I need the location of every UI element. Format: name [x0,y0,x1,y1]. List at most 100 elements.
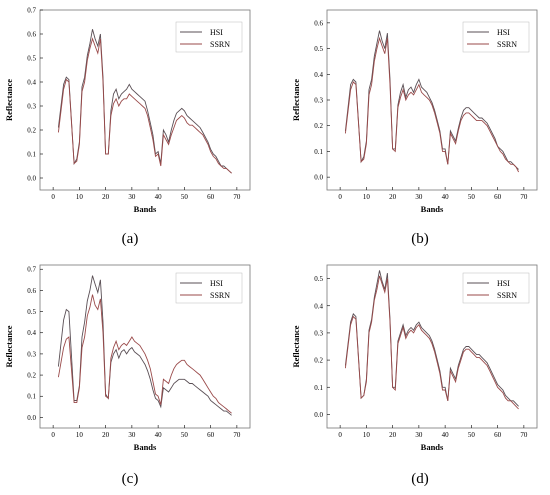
chart-panel-3: 0 10 20 30 40 50 60 70 0.0 0.1 0.2 0.3 0.4 0.5 0.6 0.7 B… [4,264,251,452]
x-tick-label: 0 [338,193,342,201]
x-tick-label: 40 [442,431,450,439]
legend-label: HSI [497,279,510,288]
y-tick-label: 0.5 [27,308,36,316]
y-tick-label: 0.2 [27,127,36,135]
plot-frame [326,264,538,429]
y-tick-label: 0.6 [314,19,323,27]
x-tick-label: 30 [415,193,423,201]
y-tick-label: 0.4 [314,71,323,79]
y-tick-label: 0.5 [314,275,323,283]
x-tick-label: 70 [520,431,528,439]
x-tick-label: 10 [363,193,371,201]
y-tick-label: 0.7 [27,7,36,15]
panel-caption: (a) [122,231,139,247]
x-tick-label: 70 [520,193,528,201]
x-tick-label: 20 [389,431,397,439]
x-tick-label: 0 [51,193,55,201]
x-tick-label: 60 [494,431,502,439]
panel-caption: (c) [122,471,139,487]
x-tick-label: 50 [468,431,476,439]
plot-frame [39,264,251,429]
series-line-hsi [344,270,519,407]
y-tick-label: 0.4 [27,329,36,337]
y-tick-label: 0.0 [314,174,323,182]
y-tick-label: 0.3 [314,329,323,337]
x-tick-label: 20 [102,193,110,201]
legend-label: HSI [497,28,510,37]
legend-box [175,272,243,304]
legend-label: SSRN [497,291,517,300]
chart-panel-2: 0 10 20 30 40 50 60 70 0.0 0.1 0.2 0.3 0.4 0.5 0.6 Band… [291,9,538,214]
x-tick-label: 60 [494,193,502,201]
y-tick-label: 0.3 [27,350,36,358]
y-tick-label: 0.4 [314,302,323,310]
legend: HSI SSRN [175,272,243,304]
x-tick-label: 40 [442,193,450,201]
x-tick-label: 60 [207,193,215,201]
series-line-ssrn [344,275,519,410]
legend: HSI SSRN [175,21,243,53]
legend-label: HSI [210,28,223,37]
y-tick-label: 0.0 [314,411,323,419]
x-axis-label: Bands [421,204,444,214]
series-line-ssrn [344,36,520,173]
y-tick-label: 0.6 [27,287,36,295]
x-tick-label: 50 [468,193,476,201]
x-axis-label: Bands [134,442,157,452]
y-tick-label: 0.5 [27,55,36,63]
y-tick-label: 0.2 [314,357,323,365]
legend-label: HSI [210,279,223,288]
x-tick-label: 30 [128,431,136,439]
x-axis-label: Bands [134,204,157,214]
x-tick-label: 10 [363,431,371,439]
x-tick-label: 50 [181,193,189,201]
chart-panel-4: 0 10 20 30 40 50 60 70 0.0 0.1 0.2 0.3 0.4 0.5 Bands Re… [291,264,538,452]
y-tick-label: 0.1 [27,393,36,401]
x-tick-label: 30 [128,193,136,201]
y-axis-label: Reflectance [291,325,301,367]
y-tick-label: 0.3 [27,103,36,111]
panel-caption: (b) [411,231,429,247]
y-tick-label: 0.7 [27,266,36,274]
chart-panel-1: 0 10 20 30 40 50 60 70 0.0 0.1 0.2 0.3 0.4 0.5 0.6 0.7 B… [4,7,251,214]
x-tick-label: 60 [207,431,215,439]
legend-label: SSRN [210,291,230,300]
series-line-ssrn [57,37,232,174]
y-tick-label: 0.1 [314,148,323,156]
y-tick-label: 0.4 [27,79,36,87]
x-tick-label: 10 [76,431,84,439]
legend: HSI SSRN [462,21,530,53]
series-line-hsi [57,29,232,174]
x-tick-label: 30 [415,431,423,439]
x-tick-label: 70 [233,431,241,439]
series-line-ssrn [57,294,232,414]
x-tick-label: 20 [389,193,397,201]
y-tick-label: 0.1 [314,384,323,392]
legend-box [462,272,530,304]
y-axis-label: Reflectance [4,79,14,121]
y-tick-label: 0.0 [27,414,36,422]
legend: HSI SSRN [462,272,530,304]
y-tick-label: 0.0 [27,175,36,183]
series-line-hsi [57,275,232,416]
x-tick-label: 50 [181,431,189,439]
y-tick-label: 0.6 [27,31,36,39]
x-tick-label: 0 [338,431,342,439]
x-tick-label: 20 [102,431,110,439]
y-tick-label: 0.2 [27,372,36,380]
legend-box [175,21,243,53]
x-tick-label: 70 [233,193,241,201]
y-axis-label: Reflectance [291,79,301,121]
x-tick-label: 0 [51,431,55,439]
panel-caption: (d) [411,471,429,487]
series-line-hsi [344,30,519,170]
y-tick-label: 0.5 [314,45,323,53]
y-tick-label: 0.2 [314,122,323,130]
x-tick-label: 10 [76,193,84,201]
y-tick-label: 0.1 [27,151,36,159]
y-axis-label: Reflectance [4,325,14,367]
x-tick-label: 40 [155,193,163,201]
y-tick-label: 0.3 [314,97,323,105]
x-tick-label: 40 [155,431,163,439]
